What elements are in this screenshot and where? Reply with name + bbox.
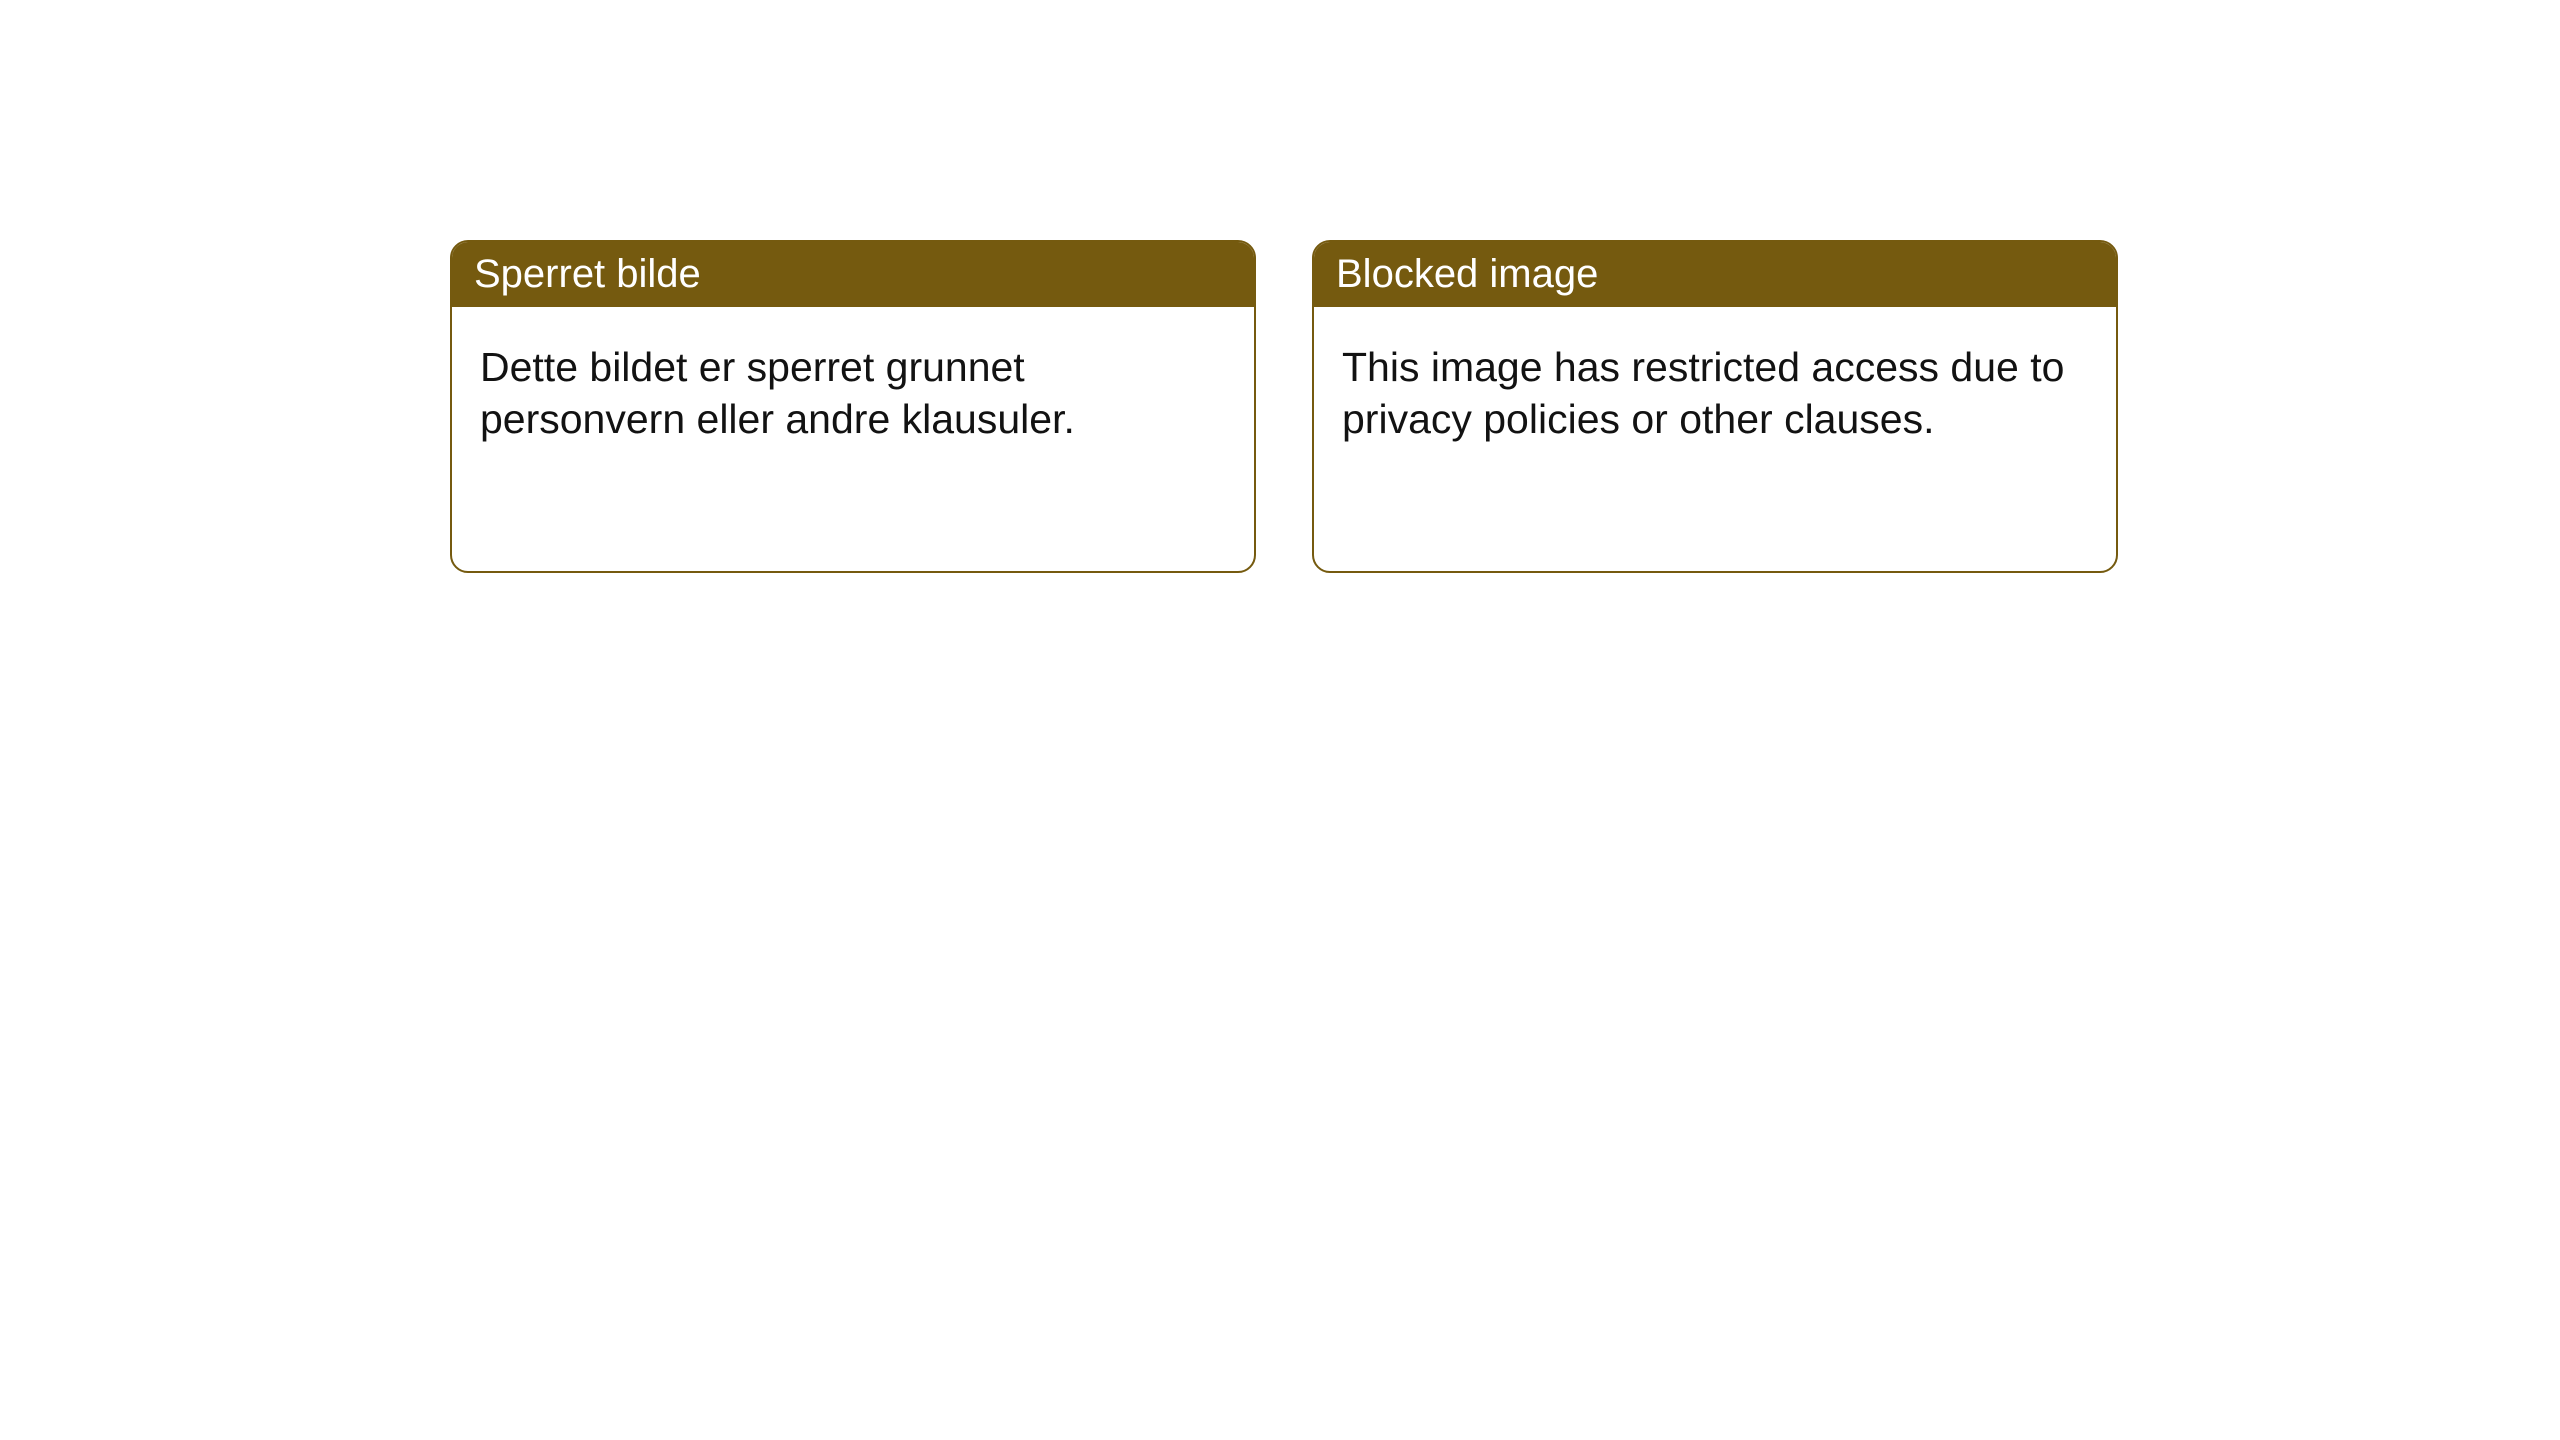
- notice-card-header: Blocked image: [1314, 242, 2116, 307]
- notice-card-english: Blocked image This image has restricted …: [1312, 240, 2118, 573]
- notice-card-title: Blocked image: [1336, 252, 1598, 296]
- notice-card-body-text: Dette bildet er sperret grunnet personve…: [480, 344, 1075, 442]
- notice-card-title: Sperret bilde: [474, 252, 701, 296]
- notice-card-body: This image has restricted access due to …: [1314, 307, 2116, 480]
- notice-card-header: Sperret bilde: [452, 242, 1254, 307]
- notice-cards-container: Sperret bilde Dette bildet er sperret gr…: [450, 240, 2118, 573]
- notice-card-norwegian: Sperret bilde Dette bildet er sperret gr…: [450, 240, 1256, 573]
- notice-card-body: Dette bildet er sperret grunnet personve…: [452, 307, 1254, 480]
- notice-card-body-text: This image has restricted access due to …: [1342, 344, 2064, 442]
